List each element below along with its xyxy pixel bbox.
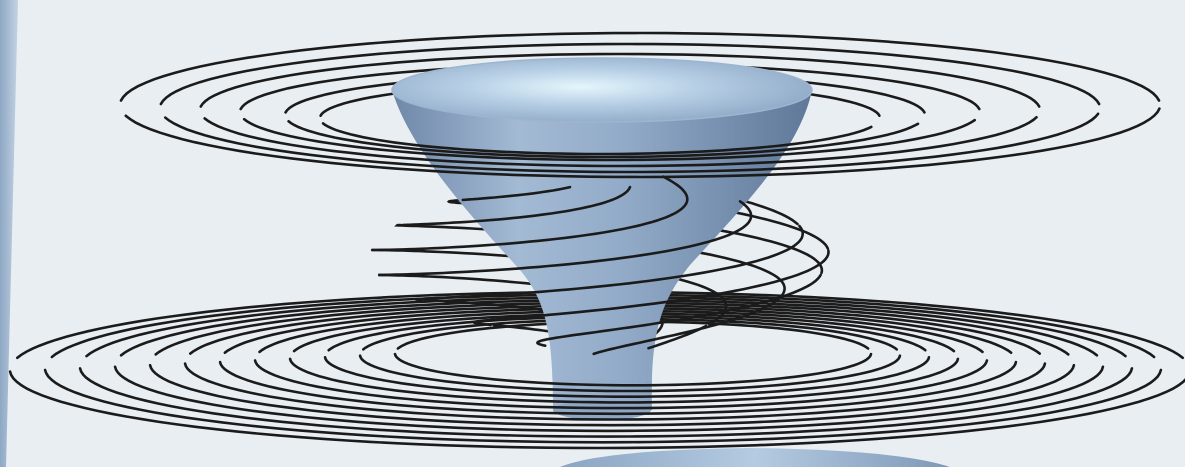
lower-ring-front-4 [148,363,1076,427]
helix-strand-front-2 [461,185,822,347]
lower-ring-front-8 [288,357,960,404]
upper-ring-front-5 [321,122,873,156]
lower-ring-front-9 [323,356,931,398]
upper-ring-front-4 [287,120,920,159]
spiral-rings-front [8,107,1185,450]
lower-ring-front-10 [358,354,902,393]
helix-strand-front-5 [377,200,753,277]
helix-strand-front-4 [415,224,805,302]
upper-ring-back-2 [199,52,1041,108]
lower-ring-front-3 [113,365,1105,433]
lower-ring-front-5 [183,362,1047,421]
funnel-rim [392,58,812,122]
upper-ring-front-1 [164,112,1100,174]
panel-left-edge [0,0,18,467]
upper-ring-back-0 [119,31,1161,102]
upper-ring-back-1 [159,42,1101,106]
helix-strand-front-1 [401,185,777,356]
upper-ring-front-2 [203,116,1038,168]
lower-surface-rim [560,448,950,467]
lower-ring-front-7 [253,359,989,410]
upper-ring-front-3 [242,117,976,162]
funnel-rim-edge [391,57,813,123]
helix-strand-front-3 [472,249,830,327]
lower-ring-front-2 [78,367,1134,438]
spiral-strands-front [370,175,830,356]
lower-ring-front-0 [8,370,1185,450]
lower-ring-front-1 [43,368,1163,444]
lower-ring-front-6 [218,360,1018,416]
lower-ring-front-11 [393,352,873,387]
